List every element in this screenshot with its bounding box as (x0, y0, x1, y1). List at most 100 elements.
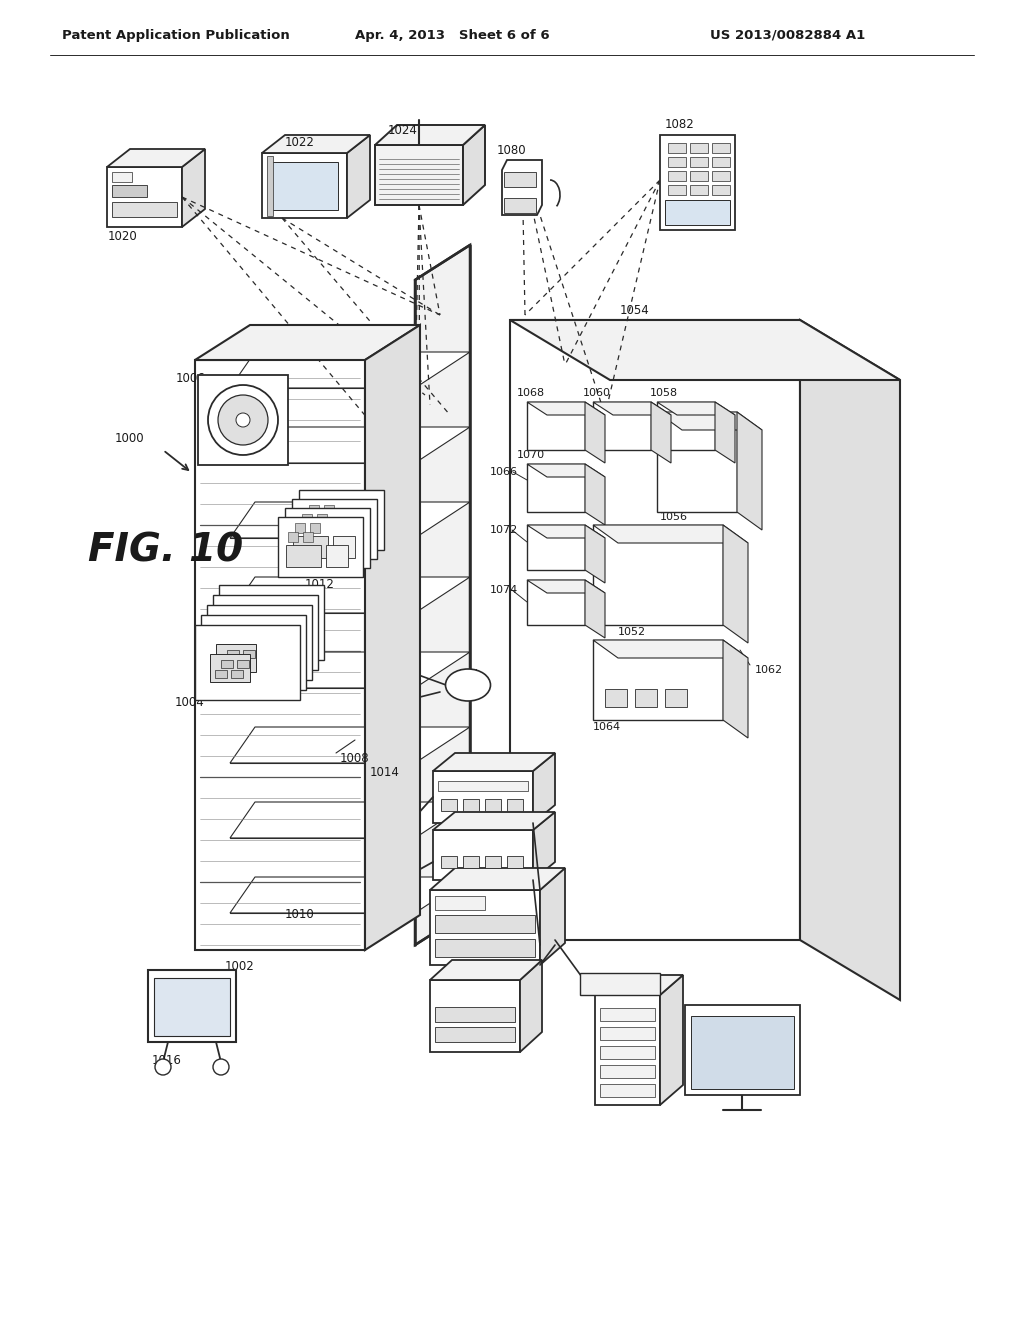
Polygon shape (527, 525, 585, 570)
Polygon shape (593, 525, 723, 624)
Bar (435, 1027, 515, 1041)
Bar (435, 896, 485, 909)
Polygon shape (585, 465, 605, 525)
Polygon shape (230, 727, 470, 763)
Polygon shape (657, 403, 735, 414)
Polygon shape (723, 525, 748, 643)
Bar (249, 640, 261, 648)
Polygon shape (230, 803, 470, 838)
Polygon shape (651, 403, 671, 463)
Polygon shape (430, 960, 542, 979)
Bar (635, 689, 657, 708)
Polygon shape (657, 403, 715, 450)
Bar (507, 799, 523, 810)
Polygon shape (433, 812, 555, 830)
Polygon shape (230, 876, 470, 913)
Bar (580, 973, 660, 995)
Bar (600, 1027, 655, 1040)
Polygon shape (520, 960, 542, 1052)
Bar (712, 143, 730, 153)
Polygon shape (657, 412, 737, 512)
Polygon shape (230, 502, 470, 539)
Text: 1070: 1070 (517, 450, 545, 459)
Polygon shape (534, 812, 555, 880)
Polygon shape (230, 426, 470, 463)
Polygon shape (106, 149, 205, 168)
Polygon shape (595, 995, 660, 1105)
Bar (210, 653, 250, 682)
Bar (237, 660, 249, 668)
Bar (600, 1084, 655, 1097)
Polygon shape (660, 975, 683, 1105)
Polygon shape (585, 579, 605, 638)
Bar (685, 1005, 800, 1096)
Text: 1072: 1072 (490, 525, 518, 535)
Bar (228, 624, 268, 652)
Polygon shape (593, 640, 748, 657)
Polygon shape (527, 579, 585, 624)
Bar (148, 970, 236, 1041)
Polygon shape (502, 160, 542, 215)
Bar (668, 143, 686, 153)
Text: 1062: 1062 (755, 665, 783, 675)
Bar (435, 1007, 515, 1022)
Bar (317, 513, 327, 524)
Polygon shape (585, 525, 605, 583)
Text: 1022: 1022 (285, 136, 314, 149)
Polygon shape (230, 577, 470, 612)
Circle shape (218, 395, 268, 445)
Polygon shape (195, 325, 420, 360)
Polygon shape (433, 771, 534, 822)
Polygon shape (365, 325, 420, 950)
Bar (288, 532, 298, 543)
Bar (293, 536, 328, 558)
Bar (310, 523, 319, 533)
Bar (340, 527, 362, 549)
Text: 1050: 1050 (713, 676, 742, 689)
Polygon shape (593, 403, 671, 414)
Polygon shape (737, 412, 762, 531)
Bar (504, 198, 536, 213)
Bar (195, 624, 300, 700)
Text: 1020: 1020 (108, 231, 138, 243)
Bar (112, 172, 132, 182)
Bar (600, 1045, 655, 1059)
Bar (295, 523, 305, 533)
Bar (690, 172, 708, 181)
Bar (112, 202, 177, 216)
Bar (292, 499, 377, 558)
Polygon shape (585, 403, 605, 463)
Text: 1024: 1024 (388, 124, 418, 136)
Bar (712, 185, 730, 195)
Polygon shape (463, 125, 485, 205)
Polygon shape (527, 525, 605, 539)
Bar (660, 135, 735, 230)
Bar (112, 185, 147, 197)
Bar (222, 634, 262, 663)
Bar (463, 799, 479, 810)
Polygon shape (415, 246, 470, 945)
Text: 1066: 1066 (490, 467, 518, 477)
Text: 1004: 1004 (175, 697, 205, 710)
Bar (198, 375, 288, 465)
Text: 1058: 1058 (650, 388, 678, 399)
Polygon shape (540, 869, 565, 965)
Bar (215, 671, 227, 678)
Bar (207, 605, 312, 680)
Circle shape (213, 1059, 229, 1074)
Polygon shape (593, 403, 651, 450)
Polygon shape (430, 869, 565, 890)
Text: 1002: 1002 (225, 961, 255, 974)
Text: 1064: 1064 (593, 722, 622, 733)
Text: 1006: 1006 (176, 371, 206, 384)
Bar (605, 689, 627, 708)
Bar (485, 855, 501, 869)
Text: 1082: 1082 (665, 117, 694, 131)
Bar (438, 781, 528, 791)
Bar (691, 1016, 794, 1089)
Bar (668, 172, 686, 181)
Bar (286, 545, 321, 568)
Bar (690, 157, 708, 168)
Bar (221, 660, 233, 668)
Bar (668, 157, 686, 168)
